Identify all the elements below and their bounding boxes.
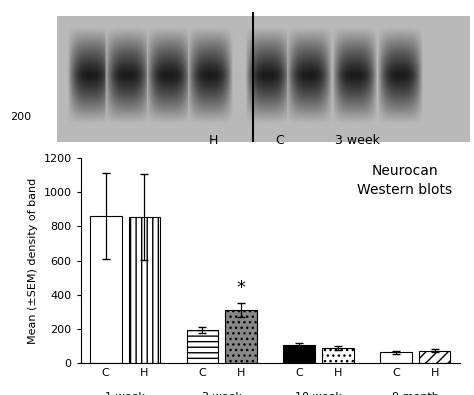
Text: 200: 200 <box>9 111 31 122</box>
Bar <box>419 351 450 363</box>
Bar <box>283 345 315 363</box>
Text: 1 week: 1 week <box>105 392 145 395</box>
Bar <box>322 348 354 363</box>
Bar <box>380 352 412 363</box>
Bar <box>187 330 219 363</box>
Text: H: H <box>209 134 218 147</box>
Text: 3 week: 3 week <box>202 392 242 395</box>
Bar <box>90 216 122 363</box>
Text: C: C <box>275 134 284 147</box>
Text: Neurocan
Western blots: Neurocan Western blots <box>357 164 452 197</box>
Text: 10 week: 10 week <box>295 392 342 395</box>
Text: 9 month: 9 month <box>392 392 439 395</box>
Bar <box>225 310 257 363</box>
Text: 3 week: 3 week <box>336 134 380 147</box>
Y-axis label: Mean (±SEM) density of band: Mean (±SEM) density of band <box>28 178 38 344</box>
Bar <box>128 217 160 363</box>
Text: *: * <box>237 278 246 297</box>
